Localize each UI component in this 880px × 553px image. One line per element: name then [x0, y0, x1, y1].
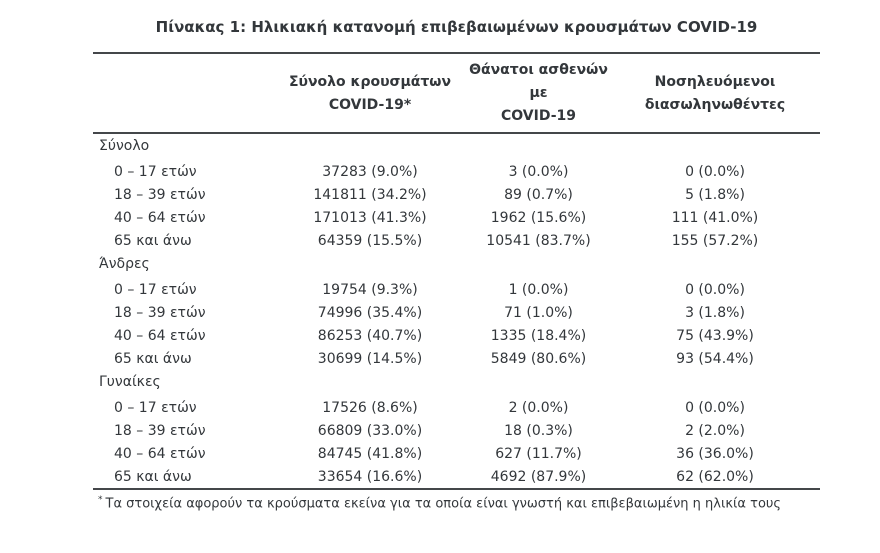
age-label: 18 – 39 ετών: [114, 186, 206, 203]
table-row: 0 – 17 ετών 37283 (9.0%) 3 (0.0%) 0 (0.0…: [93, 160, 820, 183]
deaths-value: 10541 (83.7%): [486, 232, 591, 249]
table-row: 0 – 17 ετών 17526 (8.6%) 2 (0.0%) 0 (0.0…: [93, 396, 820, 419]
table-row: 40 – 64 ετών 86253 (40.7%) 1335 (18.4%) …: [93, 324, 820, 347]
group-label: Άνδρες: [99, 255, 150, 272]
table-row: 40 – 64 ετών 84745 (41.8%) 627 (11.7%) 3…: [93, 442, 820, 465]
empty-header-cell: [93, 52, 273, 134]
col-header-intubated: Νοσηλευόμενοι διασωληνωθέντες: [610, 52, 820, 134]
group-header-row-men: Άνδρες: [93, 252, 820, 278]
table-row: 18 – 39 ετών 66809 (33.0%) 18 (0.3%) 2 (…: [93, 419, 820, 442]
age-label: 65 και άνω: [114, 232, 192, 249]
table-header: Σύνολο κρουσμάτων COVID-19* Θάνατοι ασθε…: [93, 52, 820, 134]
cases-value: 86253 (40.7%): [317, 327, 423, 344]
deaths-value: 4692 (87.9%): [490, 468, 587, 485]
header-row: Σύνολο κρουσμάτων COVID-19* Θάνατοι ασθε…: [93, 52, 820, 134]
table-row: 18 – 39 ετών 74996 (35.4%) 71 (1.0%) 3 (…: [93, 301, 820, 324]
deaths-value: 71 (1.0%): [504, 304, 573, 321]
group-header-row-total: Σύνολο: [93, 133, 820, 160]
col-header-cases: Σύνολο κρουσμάτων COVID-19*: [273, 52, 467, 134]
report-page: Πίνακας 1: Ηλικιακή κατανομή επιβεβαιωμέ…: [93, 14, 820, 511]
col-header-cases-line2: COVID-19*: [328, 96, 412, 113]
cases-value: 30699 (14.5%): [317, 350, 423, 367]
intubated-value: 0 (0.0%): [685, 163, 745, 180]
intubated-value: 3 (1.8%): [685, 304, 745, 321]
intubated-value: 0 (0.0%): [685, 399, 745, 416]
table-row: 0 – 17 ετών 19754 (9.3%) 1 (0.0%) 0 (0.0…: [93, 278, 820, 301]
intubated-value: 155 (57.2%): [671, 232, 759, 249]
intubated-value: 62 (62.0%): [676, 468, 754, 485]
age-label: 40 – 64 ετών: [114, 209, 206, 226]
cases-value: 171013 (41.3%): [313, 209, 427, 226]
deaths-value: 5849 (80.6%): [490, 350, 587, 367]
col-header-deaths-line2: COVID-19: [500, 108, 577, 124]
deaths-value: 3 (0.0%): [508, 163, 569, 180]
cases-value: 74996 (35.4%): [317, 304, 423, 321]
footnote-text: Τα στοιχεία αφορούν τα κρούσματα εκείνα …: [105, 496, 782, 512]
cases-value: 19754 (9.3%): [322, 281, 418, 298]
age-label: 65 και άνω: [114, 468, 192, 485]
col-header-cases-line1: Σύνολο κρουσμάτων: [288, 73, 452, 90]
group-label: Σύνολο: [99, 137, 150, 154]
cases-value: 141811 (34.2%): [313, 186, 427, 203]
col-header-intubated-line1: Νοσηλευόμενοι: [654, 73, 776, 90]
age-label: 18 – 39 ετών: [114, 304, 206, 321]
age-label: 18 – 39 ετών: [114, 422, 206, 439]
footnote-asterisk: *: [98, 495, 103, 505]
age-label: 65 και άνω: [114, 350, 192, 367]
age-label: 0 – 17 ετών: [114, 163, 197, 180]
cases-value: 17526 (8.6%): [322, 399, 418, 416]
col-header-deaths-line1: Θάνατοι ασθενών με: [469, 62, 608, 101]
intubated-value: 75 (43.9%): [676, 327, 754, 344]
intubated-value: 36 (36.0%): [676, 445, 754, 462]
table-title: Πίνακας 1: Ηλικιακή κατανομή επιβεβαιωμέ…: [155, 18, 758, 36]
table-row: 65 και άνω 33654 (16.6%) 4692 (87.9%) 62…: [93, 465, 820, 489]
group-label: Γυναίκες: [99, 373, 161, 390]
table-body: Σύνολο 0 – 17 ετών 37283 (9.0%) 3 (0.0%)…: [93, 133, 820, 489]
col-header-deaths: Θάνατοι ασθενών με COVID-19: [467, 52, 610, 134]
intubated-value: 2 (2.0%): [685, 422, 745, 439]
col-header-intubated-line2: διασωληνωθέντες: [644, 96, 786, 113]
table-row: 65 και άνω 64359 (15.5%) 10541 (83.7%) 1…: [93, 229, 820, 252]
footnote: * Τα στοιχεία αφορούν τα κρούσματα εκείνα…: [93, 495, 820, 511]
age-label: 0 – 17 ετών: [114, 399, 197, 416]
cases-value: 84745 (41.8%): [317, 445, 423, 462]
cases-value: 66809 (33.0%): [317, 422, 423, 439]
deaths-value: 1962 (15.6%): [490, 209, 587, 226]
cases-value: 64359 (15.5%): [317, 232, 423, 249]
deaths-value: 18 (0.3%): [504, 422, 573, 439]
intubated-value: 93 (54.4%): [676, 350, 754, 367]
age-label: 40 – 64 ετών: [114, 445, 206, 462]
table-row: 40 – 64 ετών 171013 (41.3%) 1962 (15.6%)…: [93, 206, 820, 229]
cases-value: 33654 (16.6%): [317, 468, 423, 485]
table-row: 18 – 39 ετών 141811 (34.2%) 89 (0.7%) 5 …: [93, 183, 820, 206]
intubated-value: 111 (41.0%): [671, 209, 759, 226]
cases-value: 37283 (9.0%): [322, 163, 418, 180]
intubated-value: 0 (0.0%): [685, 281, 745, 298]
deaths-value: 1335 (18.4%): [490, 327, 587, 344]
deaths-value: 2 (0.0%): [508, 399, 569, 416]
age-label: 0 – 17 ετών: [114, 281, 197, 298]
age-distribution-table: Σύνολο κρουσμάτων COVID-19* Θάνατοι ασθε…: [93, 52, 820, 490]
age-label: 40 – 64 ετών: [114, 327, 206, 344]
deaths-value: 1 (0.0%): [508, 281, 569, 298]
table-row: 65 και άνω 30699 (14.5%) 5849 (80.6%) 93…: [93, 347, 820, 370]
group-header-row-women: Γυναίκες: [93, 370, 820, 396]
deaths-value: 89 (0.7%): [504, 186, 573, 203]
deaths-value: 627 (11.7%): [495, 445, 582, 462]
intubated-value: 5 (1.8%): [685, 186, 745, 203]
